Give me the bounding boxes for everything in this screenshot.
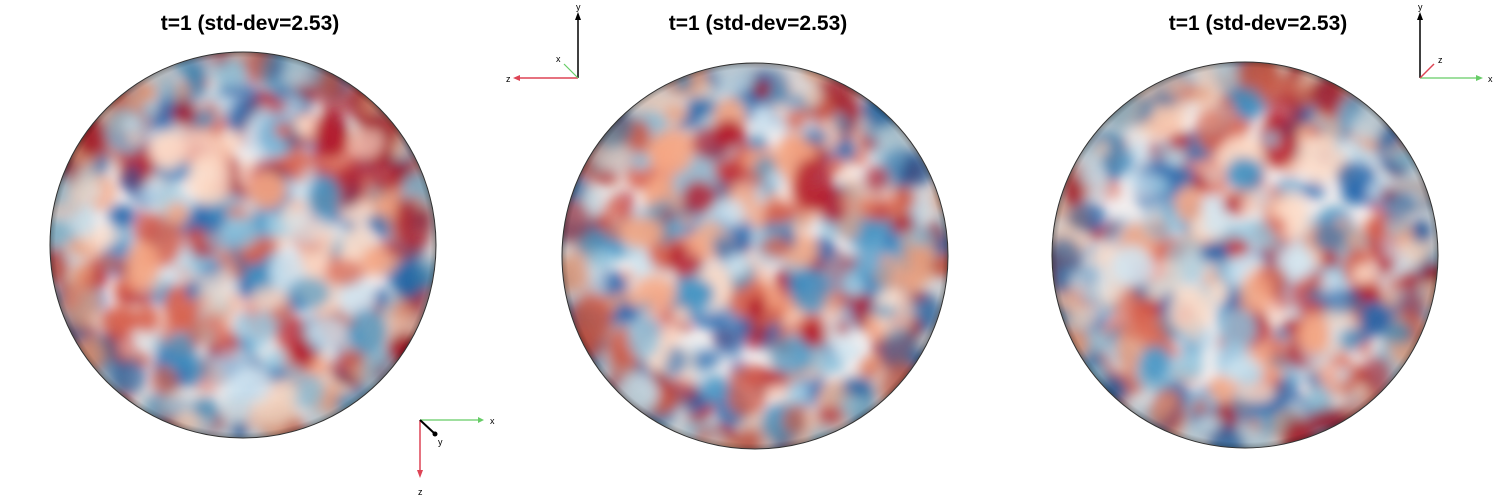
x-axis-arrow [563, 63, 579, 79]
axis-triad: y x z [506, 2, 581, 84]
spheres [49, 51, 1439, 450]
axis-triad: y z x [1417, 2, 1493, 84]
y-axis-arrow [419, 419, 435, 434]
sphere-outline [1051, 61, 1439, 449]
axis-label: y [438, 437, 443, 447]
sphere-shading [1052, 62, 1438, 448]
axis-label: x [490, 416, 495, 426]
field-blob [752, 448, 768, 449]
panel-title: t=1 (std-dev=2.53) [1169, 12, 1348, 35]
arrow-head [513, 75, 520, 81]
axis-label: z [506, 74, 511, 84]
arrow-head [1417, 12, 1423, 20]
sphere [49, 51, 437, 439]
axis-triad: x y z [417, 416, 495, 497]
axis-label: x [556, 54, 561, 64]
z-axis-arrow [1419, 63, 1435, 79]
arrow-head [432, 431, 438, 437]
sphere-shading [562, 63, 948, 449]
panel-title: t=1 (std-dev=2.53) [669, 12, 848, 35]
sphere-outline [49, 51, 437, 439]
arrow-head [575, 12, 581, 20]
sphere-outline [561, 62, 949, 450]
axis-label: x [1488, 74, 1493, 84]
axis-label: y [1418, 2, 1423, 12]
axis-label: y [576, 2, 581, 12]
panel-title: t=1 (std-dev=2.53) [161, 12, 340, 35]
axis-label: z [418, 487, 423, 497]
sphere [561, 62, 949, 450]
sphere [1051, 61, 1439, 449]
axis-label: z [1438, 55, 1443, 65]
sphere-shading [50, 52, 436, 438]
arrow-head [478, 417, 484, 423]
arrow-head [417, 470, 423, 478]
arrow-head [1476, 75, 1483, 81]
